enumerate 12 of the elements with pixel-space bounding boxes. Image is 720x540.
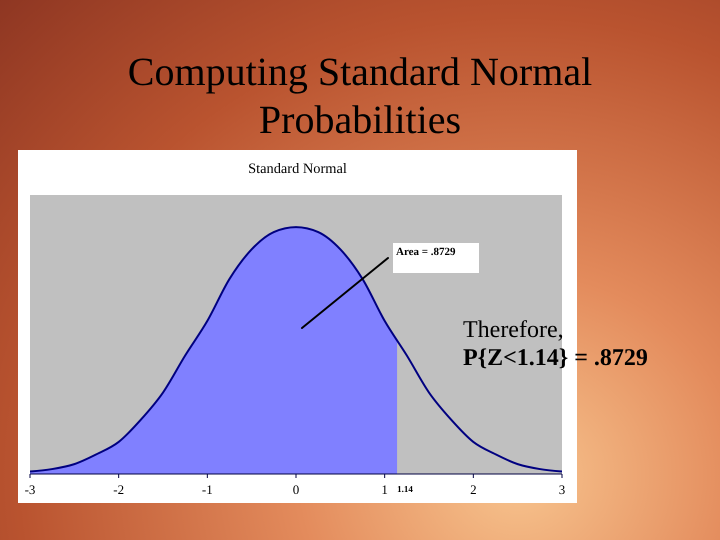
x-tick-label: 0 xyxy=(292,482,300,498)
annotation: Therefore, xyxy=(463,316,565,344)
annotation: Area = .8729 xyxy=(393,243,479,273)
x-tick-label: -3 xyxy=(24,482,36,498)
chart-subtitle: Standard Normal xyxy=(247,160,348,178)
x-tick-label: -2 xyxy=(113,482,124,498)
x-tick-label: -1 xyxy=(202,482,213,498)
chart-title: Computing Standard Normal Probabilities xyxy=(126,48,594,144)
text: 1.14 xyxy=(397,484,413,494)
x-tick-label: 3 xyxy=(558,482,566,498)
x-tick-label: 1 xyxy=(381,482,388,498)
x-tick-label: 2 xyxy=(470,482,477,498)
